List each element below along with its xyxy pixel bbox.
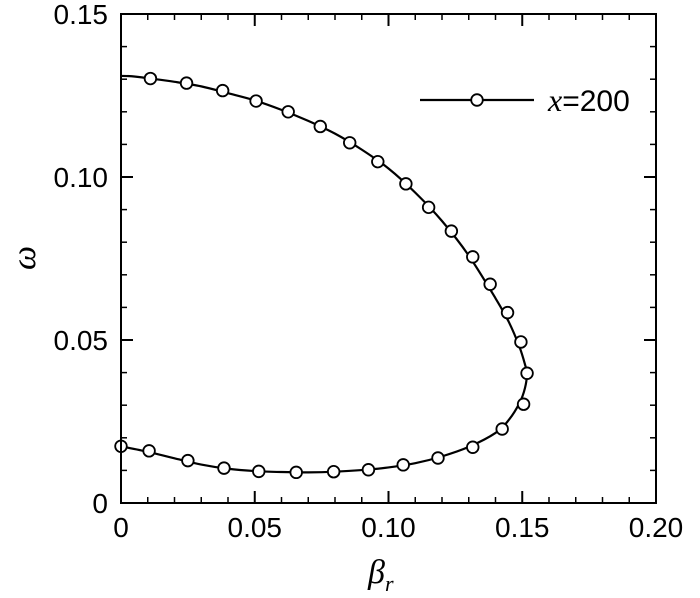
data-point-marker [343,136,357,150]
x-tick-label: 0.10 [361,512,416,543]
data-point-marker [217,461,231,475]
data-point-marker [326,465,341,479]
data-point-marker [179,76,194,90]
x-axis-label-subscript: r [385,571,394,596]
data-point-marker [281,105,295,119]
x-tick-label: 0.20 [629,512,684,543]
data-point-marker [181,453,195,468]
plot-frame [120,13,657,504]
x-tick-label: 0 [113,512,129,543]
data-point-marker [142,444,156,458]
y-tick-label: 0.10 [54,162,109,193]
data-point-marker [399,177,413,191]
data-point-marker [500,305,515,320]
data-point-marker [421,200,436,215]
data-point-marker [313,119,327,134]
data-point-marker [361,463,376,477]
legend: x=200 [420,82,630,118]
axis-tick-labels: 0 0.05 0.10 0.15 0.20 0 0.05 0.10 0.15 [54,0,684,543]
x-axis-label: βr [367,554,394,596]
y-tick-label: 0.15 [54,0,109,30]
y-axis-label: ω [6,246,43,270]
legend-label-value: =200 [562,85,630,118]
data-point-marker [495,422,509,436]
data-point-marker [252,464,266,479]
data-point-marker [520,366,534,380]
data-point-marker [143,71,158,86]
data-point-marker [371,154,385,169]
data-point-marker [289,465,303,480]
data-point-marker [483,277,497,291]
data-point-marker [444,224,459,238]
legend-marker-sample [470,93,484,107]
x-tick-label: 0.15 [495,512,550,543]
y-tick-label: 0 [92,488,108,519]
data-point-marker [396,458,410,472]
data-point-marker [249,94,263,108]
data-point-marker [466,250,480,264]
x-tick-label: 0.05 [228,512,283,543]
data-point-marker [514,335,528,349]
series-markers [114,71,534,480]
legend-label-var: x [547,82,562,118]
data-point-marker [466,440,480,454]
data-point-marker [431,451,445,465]
data-point-marker [516,397,531,411]
series-layer [114,71,534,480]
data-point-marker [215,83,230,98]
legend-label: x=200 [547,82,630,118]
x-axis-label-main: β [367,554,385,591]
y-tick-label: 0.05 [54,325,109,356]
